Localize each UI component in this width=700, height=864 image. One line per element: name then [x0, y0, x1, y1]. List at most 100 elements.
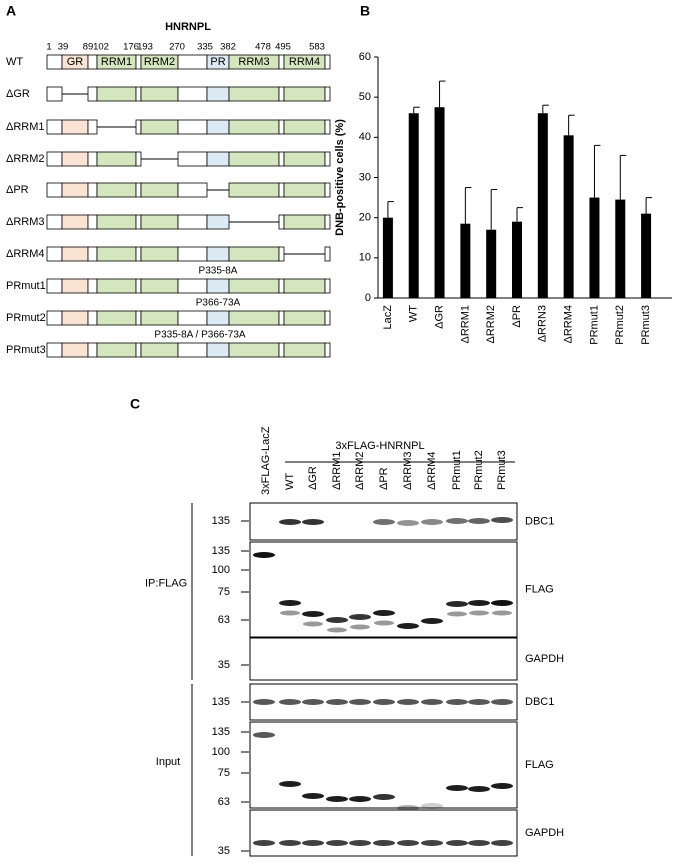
- band: [421, 519, 443, 525]
- domain-box: [46, 246, 63, 262]
- lane-label: ΔRRM4: [426, 451, 438, 490]
- domain-box: [87, 278, 98, 294]
- construct-name: PRmut1: [6, 280, 46, 292]
- band: [468, 840, 490, 846]
- band: [446, 840, 468, 846]
- marker-label: 75: [218, 586, 230, 598]
- band: [447, 611, 467, 617]
- band: [253, 732, 275, 738]
- domain-box: [46, 182, 63, 198]
- mutation-label: P335-8A: [199, 266, 238, 277]
- domain-label: RRM3: [238, 56, 269, 68]
- band: [279, 600, 301, 606]
- residue-number: 176: [123, 42, 139, 53]
- band: [374, 620, 394, 626]
- domain-box: [61, 182, 89, 198]
- band: [397, 840, 419, 846]
- domain-box: [283, 310, 326, 326]
- x-tick-label: ΔRRM2: [485, 305, 497, 344]
- panel-label: A: [6, 3, 16, 19]
- domain-box: [135, 151, 142, 167]
- residue-number: 102: [93, 42, 109, 53]
- domain-box: [228, 310, 280, 326]
- antibody-label: DBC1: [525, 696, 554, 708]
- blot-frame: [249, 721, 518, 809]
- domain-box: [283, 342, 326, 358]
- mutation-label: P335-8A / P366-73A: [154, 330, 246, 341]
- antibody-label: GAPDH: [525, 653, 564, 665]
- residue-number: 1: [46, 42, 51, 53]
- construct-name: WT: [6, 56, 23, 68]
- residue-number: 478: [255, 42, 271, 53]
- domain-box: [228, 151, 280, 167]
- domain-box: [324, 119, 331, 135]
- panel-label: B: [360, 3, 370, 19]
- domain-label: RRM4: [289, 56, 320, 68]
- lane-label: ΔRRM1: [331, 451, 343, 490]
- band: [349, 699, 371, 705]
- x-tick-label: ΔGR: [433, 305, 445, 329]
- domain-box: [283, 86, 326, 102]
- domain-box: [87, 86, 98, 102]
- domain-box: [140, 86, 179, 102]
- panel-label: C: [130, 396, 140, 412]
- domain-box: [206, 151, 230, 167]
- residue-number: 495: [275, 42, 291, 53]
- construct-name: ΔPR: [6, 184, 29, 196]
- domain-label: PR: [210, 56, 225, 68]
- marker-label: 63: [218, 796, 230, 808]
- y-tick-label: 30: [359, 171, 371, 183]
- domain-box: [177, 54, 208, 70]
- domain-box: [324, 182, 331, 198]
- domain-box: [87, 342, 98, 358]
- domain-box: [135, 214, 142, 230]
- band: [349, 614, 371, 620]
- bar: [486, 229, 497, 298]
- band: [326, 840, 348, 846]
- band: [468, 786, 490, 792]
- domain-box: [46, 342, 63, 358]
- band: [303, 621, 323, 627]
- domain-box: [324, 214, 331, 230]
- residue-number: 89: [83, 42, 94, 53]
- domain-box: [135, 119, 142, 135]
- band: [446, 785, 468, 791]
- x-tick-label: PRmut3: [640, 305, 652, 345]
- antibody-label: GAPDH: [525, 827, 564, 839]
- domain-box: [228, 342, 280, 358]
- residue-number: 335: [197, 42, 213, 53]
- x-tick-label: LacZ: [382, 305, 394, 330]
- domain-box: [87, 246, 98, 262]
- blot-header: 3xFLAG-HNRNPL: [335, 440, 424, 452]
- band: [350, 624, 370, 630]
- domain-box: [283, 151, 326, 167]
- band: [373, 519, 395, 525]
- domain-box: [324, 342, 331, 358]
- lane-label: ΔRRM2: [354, 451, 366, 490]
- band: [421, 699, 443, 705]
- bar: [382, 217, 393, 298]
- domain-box: [278, 54, 285, 70]
- construct-name: ΔGR: [6, 88, 30, 100]
- domain-box: [135, 342, 142, 358]
- domain-box: [61, 214, 89, 230]
- band: [468, 699, 490, 705]
- domain-box: [87, 54, 98, 70]
- lane-label: PRmut3: [496, 450, 508, 490]
- domain-box: [206, 86, 230, 102]
- bar: [563, 135, 574, 298]
- x-tick-label: ΔRRM1: [459, 305, 471, 344]
- domain-box: [96, 151, 137, 167]
- marker-label: 100: [212, 746, 230, 758]
- lane-label: 3xFLAG-LacZ: [260, 426, 272, 495]
- domain-box: [46, 278, 63, 294]
- domain-box: [140, 119, 179, 135]
- antibody-label: DBC1: [525, 515, 554, 527]
- band: [397, 699, 419, 705]
- marker-label: 35: [218, 659, 230, 671]
- domain-box: [140, 246, 179, 262]
- marker-label: 135: [212, 515, 230, 527]
- domain-box: [206, 310, 230, 326]
- domain-label: GR: [67, 56, 84, 68]
